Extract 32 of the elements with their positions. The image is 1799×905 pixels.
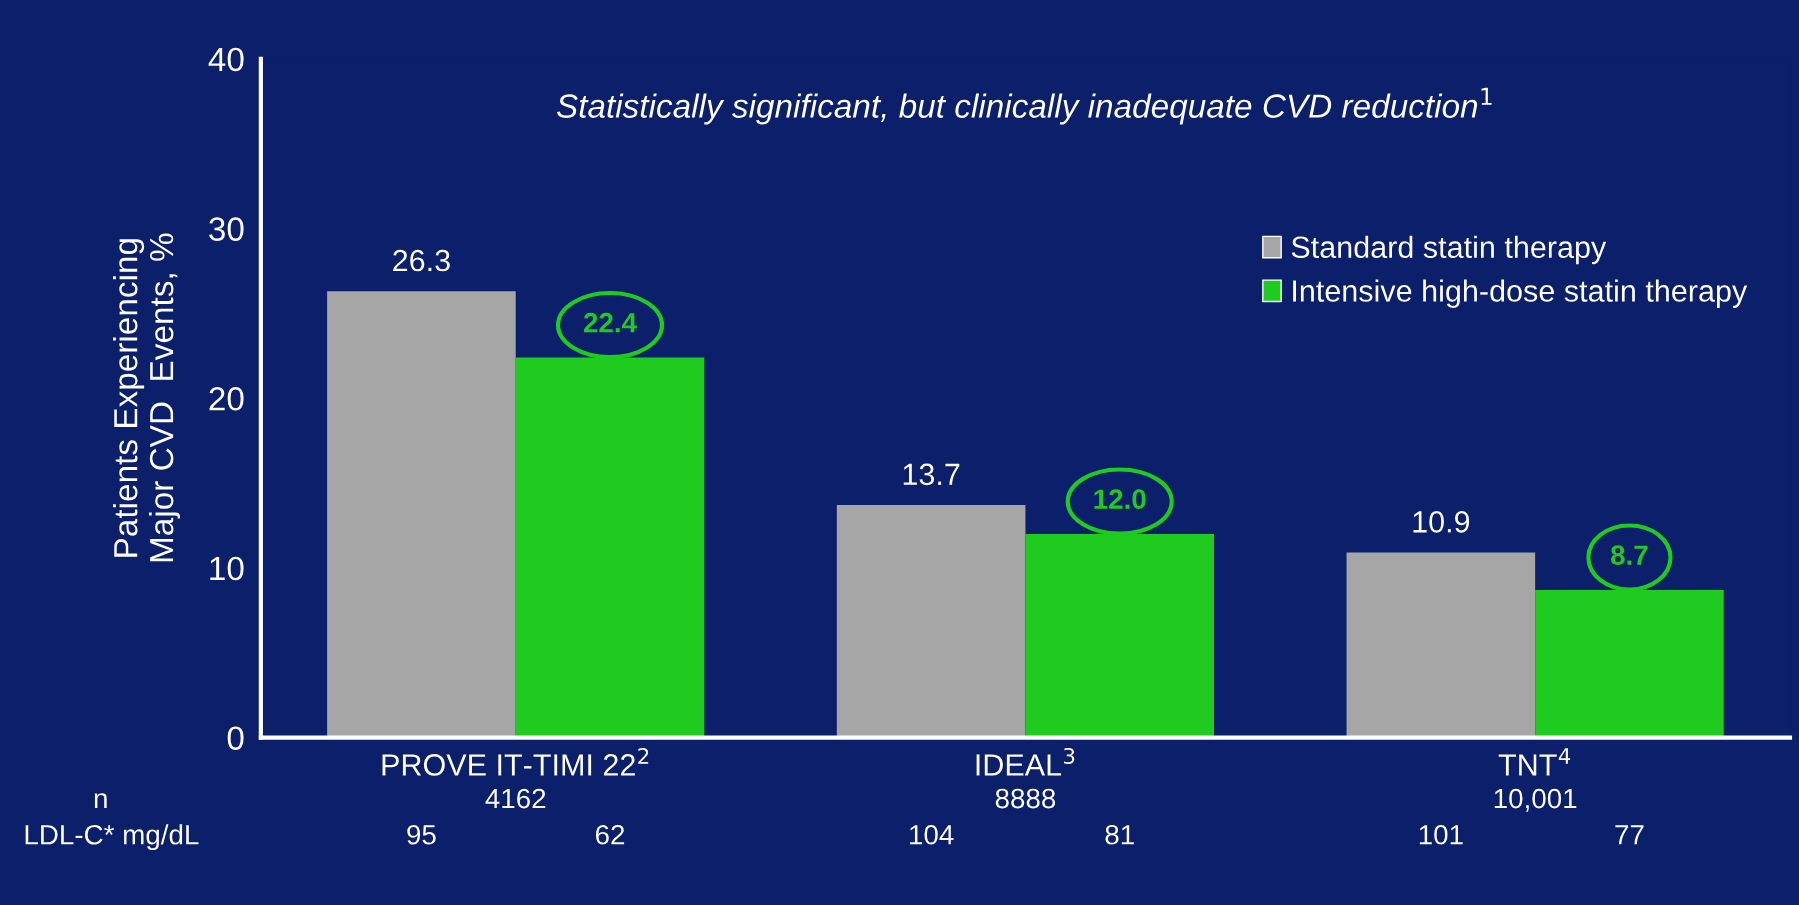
text: 104 bbox=[910, 824, 954, 845]
legend-label: Intensive high-dose statin therapy bbox=[1293, 279, 1748, 308]
text: LDL-C* mg/dL bbox=[25, 824, 199, 851]
y-tick-label: 0 bbox=[227, 726, 244, 750]
bar bbox=[327, 291, 516, 738]
bar bbox=[1346, 552, 1536, 738]
text: Statistically significant, but clinically inadequate CVD reduction$^{1}$ bbox=[556, 87, 1492, 125]
bar bbox=[836, 505, 1026, 738]
text: 8888 bbox=[995, 788, 1056, 809]
y-tick-label: 10 bbox=[210, 556, 244, 581]
text: 95 bbox=[407, 824, 436, 845]
data-label: 8.7 bbox=[1611, 545, 1648, 566]
x-tick-label: PROVE IT-TIMI 22$^{2}$ bbox=[382, 747, 649, 776]
data-label: 22.4 bbox=[583, 312, 637, 333]
text: 101 bbox=[1419, 824, 1463, 845]
text: 77 bbox=[1615, 825, 1644, 845]
text: 81 bbox=[1105, 824, 1134, 845]
y-tick-label: 30 bbox=[209, 217, 244, 241]
text: 10,001 bbox=[1494, 788, 1577, 812]
y-axis-title: Patients Experiencing Major CVD Events, % bbox=[113, 233, 181, 562]
data-label: 13.7 bbox=[903, 463, 960, 486]
y-tick-label: 40 bbox=[208, 47, 244, 72]
y-tick-label: 20 bbox=[209, 387, 244, 411]
x-tick-label: TNT$^{4}$ bbox=[1498, 748, 1571, 776]
text: 4162 bbox=[485, 788, 546, 809]
legend-label: Standard statin therapy bbox=[1291, 235, 1607, 265]
data-label: 12.0 bbox=[1094, 489, 1146, 510]
data-label: 26.3 bbox=[393, 249, 450, 272]
data-label: 10.9 bbox=[1413, 511, 1470, 533]
text: n bbox=[94, 793, 107, 809]
x-tick-label: IDEAL$^{3}$ bbox=[976, 747, 1075, 776]
text: 62 bbox=[595, 824, 625, 845]
